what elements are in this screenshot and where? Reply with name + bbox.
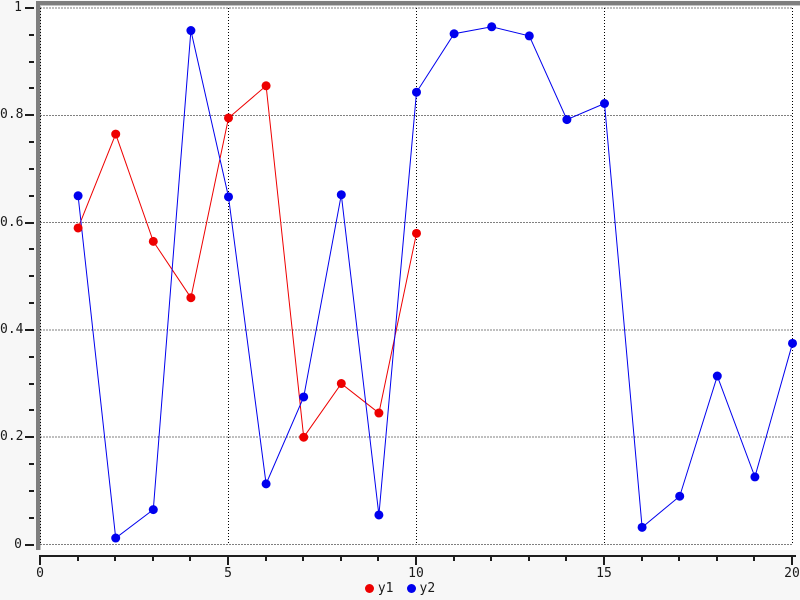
series-y2-point (449, 29, 459, 39)
y-axis-minor-tick (29, 248, 34, 251)
series-y2-point (261, 479, 271, 489)
series-y1-point (111, 129, 121, 139)
y-tick-label: 0.6 (0, 214, 24, 230)
x-axis-minor-tick (339, 557, 342, 561)
series-y1-point (374, 408, 384, 418)
y-axis-minor-tick (29, 194, 34, 197)
x-axis-line (39, 555, 796, 557)
y-tick-label: 0.4 (0, 321, 24, 337)
y-axis-minor-tick (29, 141, 34, 144)
legend-label-y1: y1 (377, 581, 394, 596)
y2-series-marker-icon (406, 584, 416, 593)
x-axis-major-tick (603, 557, 605, 565)
y-axis-minor-tick (29, 463, 34, 466)
series-y2-point (186, 26, 196, 36)
series-y1-point (261, 81, 271, 91)
x-axis-minor-tick (452, 557, 455, 561)
series-y2-point (524, 31, 534, 41)
series-y2-point (224, 192, 233, 202)
y-axis-minor-tick (29, 60, 34, 63)
y-axis-minor-tick (29, 409, 34, 412)
series-y2-point (412, 87, 421, 97)
series-y2-point (73, 191, 83, 201)
series-y2-point (675, 491, 685, 501)
series-y1-point (73, 223, 83, 233)
y-tick-label: 1 (14, 0, 22, 15)
series-y2-point (750, 472, 760, 482)
series-y2-point (148, 505, 158, 515)
y-axis-minor-tick (29, 382, 34, 385)
y-axis-minor-tick (29, 167, 34, 170)
y-axis-major-tick (25, 436, 34, 439)
x-axis-major-tick (791, 557, 793, 565)
series-y2-point (487, 22, 497, 32)
x-axis-minor-tick (76, 557, 79, 561)
legend-item-y2: y2 (406, 581, 436, 596)
x-axis-major-tick (39, 557, 41, 565)
series-y2-point (562, 115, 572, 125)
x-axis-minor-tick (264, 557, 267, 561)
x-tick-label: 20 (784, 566, 800, 581)
y-axis-minor-tick (29, 87, 34, 90)
y-tick-label: 0 (14, 536, 22, 552)
x-axis-minor-tick (527, 557, 530, 561)
y-axis-minor-tick (29, 33, 34, 36)
x-axis-major-tick (415, 557, 417, 565)
y-axis-minor-tick (29, 302, 34, 305)
series-y1-point (148, 236, 158, 246)
y-axis-major-tick (25, 328, 34, 331)
y-axis-major-tick (25, 7, 34, 9)
x-axis-major-tick (227, 557, 229, 565)
y-axis-minor-tick (29, 355, 34, 358)
x-axis-minor-tick (490, 557, 493, 561)
y-axis-major-tick (25, 221, 34, 224)
series-y2-point (111, 533, 121, 543)
x-tick-label: 15 (596, 566, 612, 581)
x-tick-label: 5 (224, 566, 232, 581)
series-y1-point (299, 432, 309, 442)
x-axis-minor-tick (189, 557, 192, 561)
y-tick-label: 0.2 (0, 429, 24, 445)
y-tick-label: 0.8 (0, 107, 24, 123)
y-axis-major-tick (25, 543, 34, 546)
x-axis-minor-tick (565, 557, 568, 561)
x-axis-minor-tick (377, 557, 380, 561)
series-y2-point (600, 98, 609, 108)
series-y2-line (77, 26, 793, 539)
y-axis-minor-tick (29, 275, 34, 278)
series-y2-point (637, 522, 647, 532)
x-axis-minor-tick (302, 557, 305, 561)
y-axis-major-tick (25, 114, 34, 117)
series-y1-point (186, 293, 196, 303)
x-axis-minor-tick (640, 557, 643, 561)
legend-label-y2: y2 (419, 581, 436, 596)
series-y1-point (336, 379, 346, 389)
legend: y1 y2 (0, 581, 800, 596)
series-y2-point (299, 392, 309, 402)
x-axis-minor-tick (114, 557, 117, 561)
y-axis-minor-tick (29, 516, 34, 519)
x-axis-minor-tick (678, 557, 681, 561)
series-y1-point (412, 228, 421, 238)
series-y2-point (712, 371, 722, 381)
series-y2-point (788, 338, 797, 348)
y-axis-minor-tick (29, 489, 34, 492)
x-axis-minor-tick (715, 557, 718, 561)
x-tick-label: 10 (408, 566, 424, 581)
x-tick-label: 0 (36, 566, 44, 581)
y1-series-marker-icon (364, 584, 374, 593)
plot-canvas (40, 7, 797, 545)
legend-item-y1: y1 (364, 581, 394, 596)
series-y1-line (77, 84, 417, 439)
series-y2-point (336, 190, 346, 200)
plot-area (36, 1, 800, 550)
series-y2-point (374, 510, 384, 520)
x-axis-minor-tick (151, 557, 154, 561)
series-y1-point (224, 113, 233, 123)
x-axis-minor-tick (753, 557, 756, 561)
